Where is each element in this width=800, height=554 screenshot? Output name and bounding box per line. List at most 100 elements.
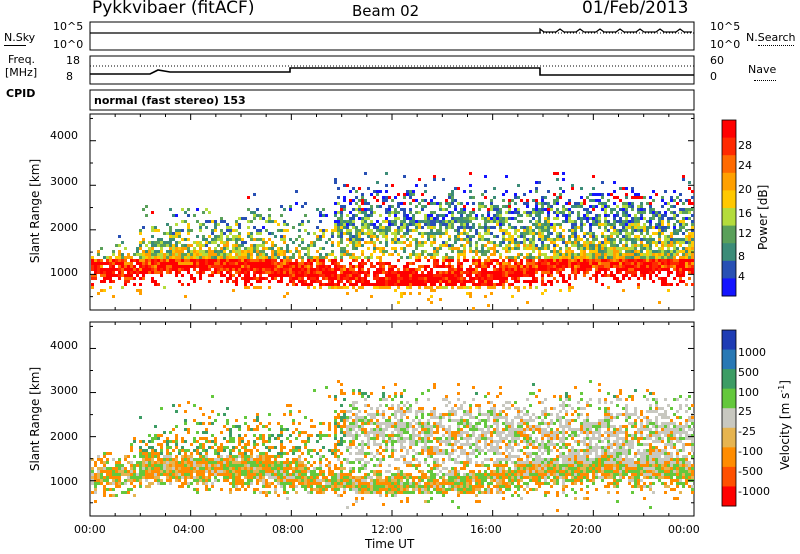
heat-cell xyxy=(445,271,448,274)
heat-cell xyxy=(280,238,283,241)
heat-cell xyxy=(292,280,295,283)
heat-cell xyxy=(244,268,247,271)
heat-cell xyxy=(514,238,517,241)
heat-cell xyxy=(571,286,574,289)
heat-cell xyxy=(607,199,610,202)
heat-cell xyxy=(496,268,499,271)
heat-cell xyxy=(175,253,178,256)
heat-cell xyxy=(322,268,325,271)
heat-cell xyxy=(472,196,475,199)
heat-cell xyxy=(361,467,364,470)
heat-cell xyxy=(271,250,274,253)
heat-cell xyxy=(265,482,268,485)
heat-cell xyxy=(340,443,343,446)
heat-cell xyxy=(118,271,121,274)
heat-cell xyxy=(337,229,340,232)
heat-cell xyxy=(595,280,598,283)
heat-cell xyxy=(307,265,310,268)
heat-cell xyxy=(148,482,151,485)
heat-cell xyxy=(109,488,112,491)
heat-cell xyxy=(388,268,391,271)
heat-cell xyxy=(616,250,619,253)
heat-cell xyxy=(148,271,151,274)
heat-cell xyxy=(361,392,364,395)
heat-cell xyxy=(409,190,412,193)
heat-cell xyxy=(574,244,577,247)
heat-cell xyxy=(238,265,241,268)
heat-cell xyxy=(205,461,208,464)
heat-cell xyxy=(667,241,670,244)
heat-cell xyxy=(352,220,355,223)
heat-cell xyxy=(667,250,670,253)
heat-cell xyxy=(217,268,220,271)
heat-cell xyxy=(148,467,151,470)
heat-cell xyxy=(322,470,325,473)
heat-cell xyxy=(190,244,193,247)
heat-cell xyxy=(484,259,487,262)
heat-cell xyxy=(115,262,118,265)
heat-cell xyxy=(214,452,217,455)
heat-cell xyxy=(220,253,223,256)
heat-cell xyxy=(544,247,547,250)
heat-cell xyxy=(202,458,205,461)
heat-cell xyxy=(127,265,130,268)
heat-cell xyxy=(214,259,217,262)
heat-cell xyxy=(688,199,691,202)
heat-cell xyxy=(97,265,100,268)
heat-cell xyxy=(106,470,109,473)
heat-cell xyxy=(103,262,106,265)
heat-cell xyxy=(172,265,175,268)
heat-cell xyxy=(361,220,364,223)
heat-cell xyxy=(259,422,262,425)
heat-cell xyxy=(493,271,496,274)
heat-cell xyxy=(367,395,370,398)
heat-cell xyxy=(103,491,106,494)
heat-cell xyxy=(169,253,172,256)
heat-cell xyxy=(283,250,286,253)
heat-cell xyxy=(181,220,184,223)
heat-cell xyxy=(394,247,397,250)
heat-cell xyxy=(259,238,262,241)
heat-cell xyxy=(259,253,262,256)
heat-cell xyxy=(412,193,415,196)
heat-cell xyxy=(139,244,142,247)
heat-cell xyxy=(172,238,175,241)
heat-cell xyxy=(244,443,247,446)
heat-cell xyxy=(424,184,427,187)
heat-cell xyxy=(424,274,427,277)
heat-cell xyxy=(394,283,397,286)
heat-cell xyxy=(427,223,430,226)
heat-cell xyxy=(358,488,361,491)
heat-cell xyxy=(199,262,202,265)
heat-cell xyxy=(631,217,634,220)
heat-cell xyxy=(229,470,232,473)
heat-cell xyxy=(100,479,103,482)
heat-cell xyxy=(100,289,103,292)
heat-cell xyxy=(226,226,229,229)
heat-cell xyxy=(97,479,100,482)
heat-cell xyxy=(385,217,388,220)
heat-cell xyxy=(205,220,208,223)
heat-cell xyxy=(169,256,172,259)
heat-cell xyxy=(193,470,196,473)
heat-cell xyxy=(688,271,691,274)
heat-cell xyxy=(448,262,451,265)
heat-cell xyxy=(124,280,127,283)
heat-cell xyxy=(658,265,661,268)
heat-cell xyxy=(637,253,640,256)
heat-cell xyxy=(292,274,295,277)
heat-cell xyxy=(256,253,259,256)
heat-cell xyxy=(277,256,280,259)
heat-cell xyxy=(367,491,370,494)
heat-cell xyxy=(628,277,631,280)
heat-cell xyxy=(364,202,367,205)
heat-cell xyxy=(541,205,544,208)
heat-cell xyxy=(217,244,220,247)
heat-cell xyxy=(187,229,190,232)
heat-cell xyxy=(319,434,322,437)
heat-cell xyxy=(562,205,565,208)
heat-cell xyxy=(556,196,559,199)
heat-cell xyxy=(277,476,280,479)
heat-cell xyxy=(343,205,346,208)
heat-cell xyxy=(346,292,349,295)
